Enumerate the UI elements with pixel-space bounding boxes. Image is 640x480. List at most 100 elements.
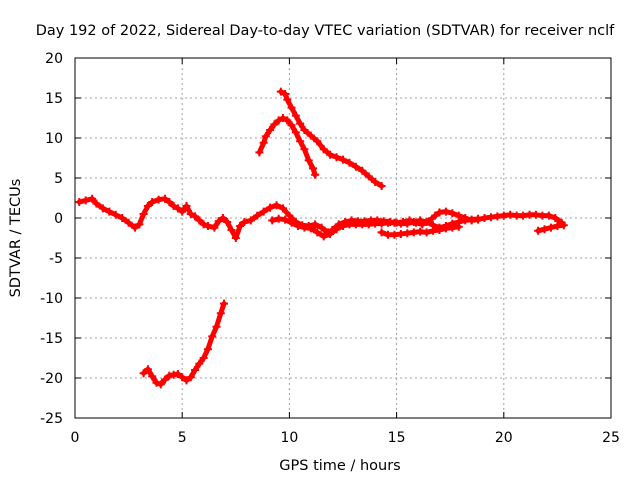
- data-point: [416, 216, 425, 225]
- data-point: [278, 114, 287, 122]
- x-tick-label: 20: [495, 430, 513, 446]
- data-point: [319, 145, 328, 154]
- data-point: [435, 226, 444, 234]
- data-point: [231, 234, 240, 242]
- x-tick-label: 10: [280, 430, 298, 446]
- data-point: [161, 194, 170, 203]
- data-point: [111, 210, 120, 219]
- data-point: [223, 218, 232, 226]
- x-tick-label: 5: [178, 430, 187, 446]
- data-point: [281, 215, 290, 224]
- data-point: [540, 225, 549, 234]
- data-point: [274, 116, 283, 125]
- data-point: [300, 145, 309, 154]
- data-point: [300, 126, 309, 134]
- data-point: [148, 198, 157, 206]
- data-point: [306, 224, 315, 233]
- data-point: [218, 214, 227, 222]
- data-point: [281, 90, 290, 98]
- x-tick-label: 0: [71, 430, 80, 446]
- data-point: [195, 359, 204, 368]
- data-point: [313, 137, 322, 146]
- data-point: [236, 222, 245, 230]
- x-tick-label: 15: [388, 430, 406, 446]
- data-point: [276, 87, 285, 96]
- data-point: [199, 354, 208, 362]
- series-low-track: [139, 299, 229, 389]
- data-point: [358, 166, 367, 175]
- data-point: [152, 378, 161, 387]
- data-point: [278, 204, 287, 213]
- data-point: [173, 370, 182, 378]
- data-point: [448, 209, 457, 218]
- series-end-segment: [534, 221, 568, 235]
- data-point: [212, 322, 221, 331]
- data-point: [311, 220, 320, 229]
- data-point: [186, 373, 195, 382]
- x-tick-label: 25: [602, 430, 620, 446]
- data-point: [364, 172, 373, 181]
- data-point: [178, 373, 187, 382]
- data-point: [544, 211, 553, 220]
- data-point: [317, 223, 326, 232]
- data-point: [169, 202, 178, 210]
- data-point: [195, 216, 204, 225]
- chart-title: Day 192 of 2022, Sidereal Day-to-day VTE…: [36, 23, 615, 39]
- data-point: [81, 196, 90, 205]
- data-point: [351, 162, 360, 171]
- data-point: [403, 219, 412, 228]
- data-point: [124, 218, 133, 227]
- data-point: [118, 214, 127, 222]
- data-point: [199, 220, 208, 229]
- data-point: [559, 221, 568, 230]
- data-point: [220, 299, 229, 308]
- data-point: [246, 216, 255, 225]
- data-point: [304, 156, 313, 165]
- y-tick-label: 15: [45, 91, 63, 107]
- plot-frame: [74, 57, 612, 419]
- data-point: [377, 182, 386, 190]
- data-point: [98, 204, 107, 213]
- data-point: [339, 222, 347, 230]
- data-point: [283, 116, 292, 125]
- y-tick-label: 5: [54, 171, 63, 187]
- data-point: [431, 211, 440, 220]
- data-point: [268, 216, 277, 225]
- data-point: [377, 228, 386, 237]
- data-point: [139, 369, 148, 378]
- data-point: [534, 226, 543, 235]
- data-point: [259, 138, 268, 147]
- data-point: [161, 375, 170, 384]
- data-point: [227, 226, 236, 234]
- data-point: [253, 211, 262, 220]
- data-point: [311, 170, 320, 179]
- series-arc-upper: [276, 87, 386, 190]
- data-point: [441, 207, 450, 216]
- data-point: [306, 131, 315, 140]
- y-tick-label: -15: [40, 331, 63, 347]
- data-point: [156, 380, 165, 389]
- data-point: [332, 153, 341, 162]
- data-point: [345, 158, 354, 167]
- data-point: [216, 309, 225, 318]
- data-point: [75, 198, 84, 206]
- data-series: [75, 87, 568, 389]
- data-point: [296, 119, 305, 128]
- data-point: [454, 222, 463, 231]
- y-tick-label: -25: [40, 411, 63, 427]
- data-point: [270, 120, 279, 129]
- data-point: [266, 126, 275, 134]
- data-point: [296, 137, 305, 146]
- data-point: [371, 178, 380, 186]
- data-point: [422, 228, 431, 237]
- data-point: [214, 217, 223, 226]
- series-lower-tail: [377, 222, 463, 239]
- y-tick-label: 10: [45, 131, 63, 147]
- y-tick-label: -20: [40, 371, 63, 387]
- data-point: [105, 207, 114, 216]
- data-point: [186, 210, 195, 218]
- data-point: [259, 207, 268, 216]
- y-tick-label: 20: [45, 51, 63, 67]
